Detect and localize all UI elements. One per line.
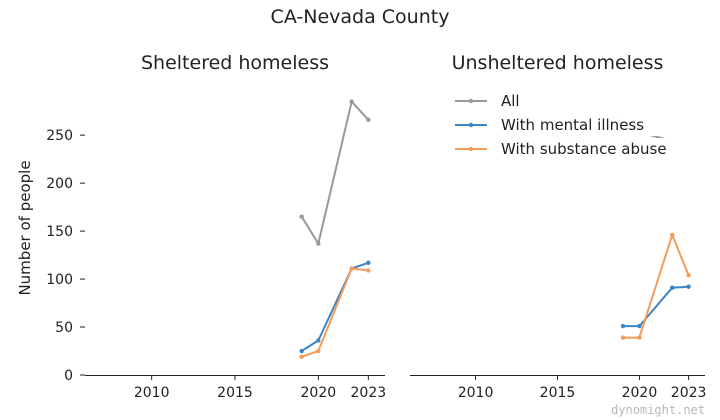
legend-background	[451, 90, 691, 112]
data-point-with-mental-illness	[366, 260, 371, 265]
data-point-with-substance-abuse	[670, 232, 675, 238]
legend-label-with-mental-illness: With mental illness	[501, 116, 644, 134]
legend-background	[451, 138, 691, 160]
data-point-with-substance-abuse	[299, 354, 304, 359]
x-tick-label: 2015	[540, 385, 576, 401]
x-tick-label: 2020	[622, 385, 658, 401]
series-line-with-mental-illness	[301, 261, 369, 352]
y-tick-label: 200	[46, 176, 73, 192]
panel-subtitle: Unsheltered homeless	[452, 52, 664, 74]
watermark: dynomight.net	[611, 403, 705, 417]
data-point-with-substance-abuse	[686, 273, 691, 278]
series-line-with-mental-illness	[623, 285, 689, 328]
legend: All With mental illness With substance abu…	[451, 90, 691, 160]
x-tick-label: 2015	[217, 385, 253, 401]
data-point-with-substance-abuse	[316, 348, 321, 354]
data-point-with-substance-abuse	[366, 268, 371, 273]
x-tick-label: 2020	[301, 385, 337, 401]
data-point-with-substance-abuse	[620, 335, 626, 340]
data-point-all	[349, 99, 354, 104]
x-tick-label: 2023	[351, 385, 387, 401]
legend-marker-with-substance-abuse	[468, 146, 474, 152]
y-tick-label: 50	[55, 320, 73, 336]
data-point-with-mental-illness	[686, 284, 691, 289]
data-point-with-substance-abuse	[637, 335, 642, 340]
panel-unsheltered-homeless: Unsheltered homeless 2010 2015 2020 2023	[410, 52, 706, 401]
series-line-with-substance-abuse	[301, 267, 369, 358]
data-point-with-mental-illness	[670, 285, 675, 290]
chart-title: CA-Nevada County	[271, 6, 450, 28]
data-point-with-mental-illness	[316, 338, 321, 343]
x-tick-label: 2010	[134, 385, 170, 401]
data-point-with-substance-abuse	[349, 266, 354, 271]
legend-label-all: All	[501, 92, 520, 110]
series-line-with-substance-abuse	[623, 233, 690, 339]
panel-subtitle: Sheltered homeless	[141, 52, 329, 74]
y-tick-label: 250	[46, 128, 73, 144]
panels: Sheltered homeless 2010 2015 2020 2023 0 50 100…	[46, 52, 706, 401]
y-tick-label: 100	[46, 272, 73, 288]
y-tick-label: 150	[46, 224, 73, 240]
data-point-with-mental-illness	[637, 323, 642, 329]
legend-marker-with-mental-illness	[468, 122, 474, 128]
x-tick-label: 2023	[671, 385, 707, 401]
legend-label-with-substance-abuse: With substance abuse	[501, 140, 667, 158]
legend-background	[451, 114, 691, 136]
panel-sheltered-homeless: Sheltered homeless 2010 2015 2020 2023 0 50 100…	[46, 52, 386, 401]
y-axis-label: Number of people	[16, 160, 34, 295]
data-point-all	[366, 117, 371, 123]
legend-marker-all	[468, 98, 474, 104]
data-point-all	[299, 214, 304, 219]
data-point-all	[316, 241, 321, 246]
y-tick-label: 0	[64, 368, 73, 384]
data-point-with-mental-illness	[299, 348, 304, 354]
series-line-all	[300, 100, 370, 245]
data-point-with-mental-illness	[620, 323, 626, 329]
x-tick-label: 2010	[458, 385, 494, 401]
